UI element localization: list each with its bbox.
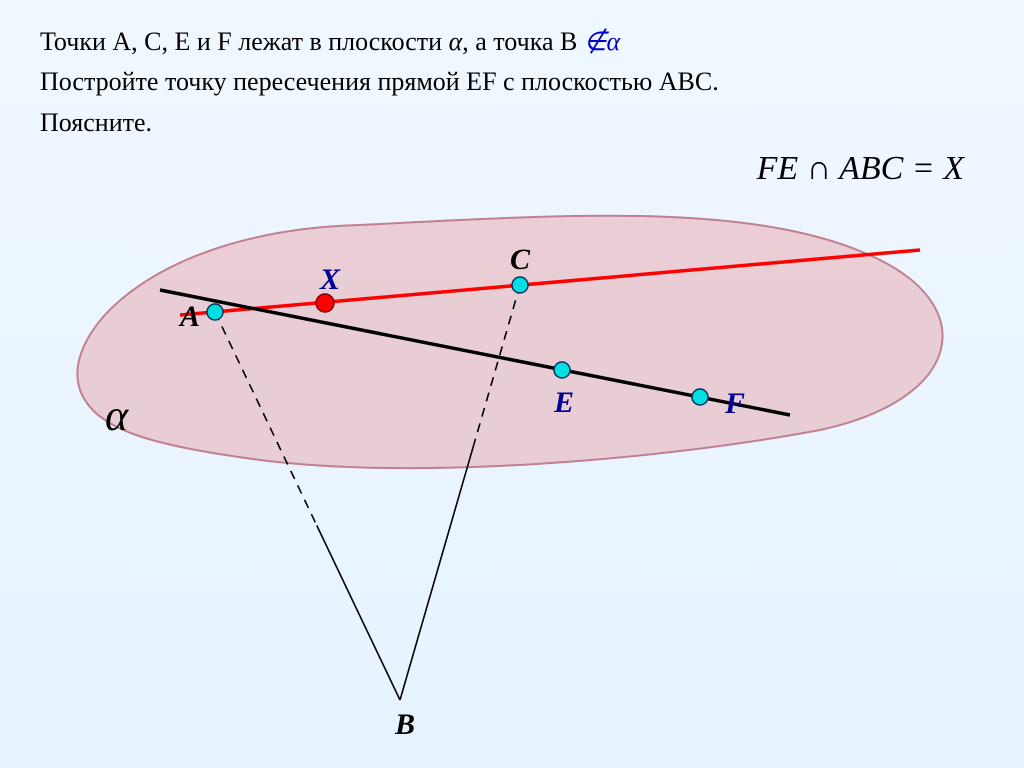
plane-alpha-label: α: [105, 391, 129, 440]
label-F: F: [724, 387, 745, 420]
point-F: [692, 389, 708, 405]
point-C: [512, 277, 528, 293]
label-B: B: [394, 708, 415, 741]
point-A: [207, 304, 223, 320]
label-C: C: [510, 243, 531, 276]
label-E: E: [553, 386, 574, 419]
label-X: X: [319, 263, 341, 296]
line-AB-solid: [317, 525, 400, 700]
point-E: [554, 362, 570, 378]
label-A: A: [178, 300, 200, 333]
line-CB-solid: [400, 443, 474, 700]
geometry-diagram: α A C E F X B: [0, 0, 1024, 768]
point-X: [316, 294, 334, 312]
stage: { "text": { "line1a": "Точки А, С, Е и F…: [0, 0, 1024, 768]
